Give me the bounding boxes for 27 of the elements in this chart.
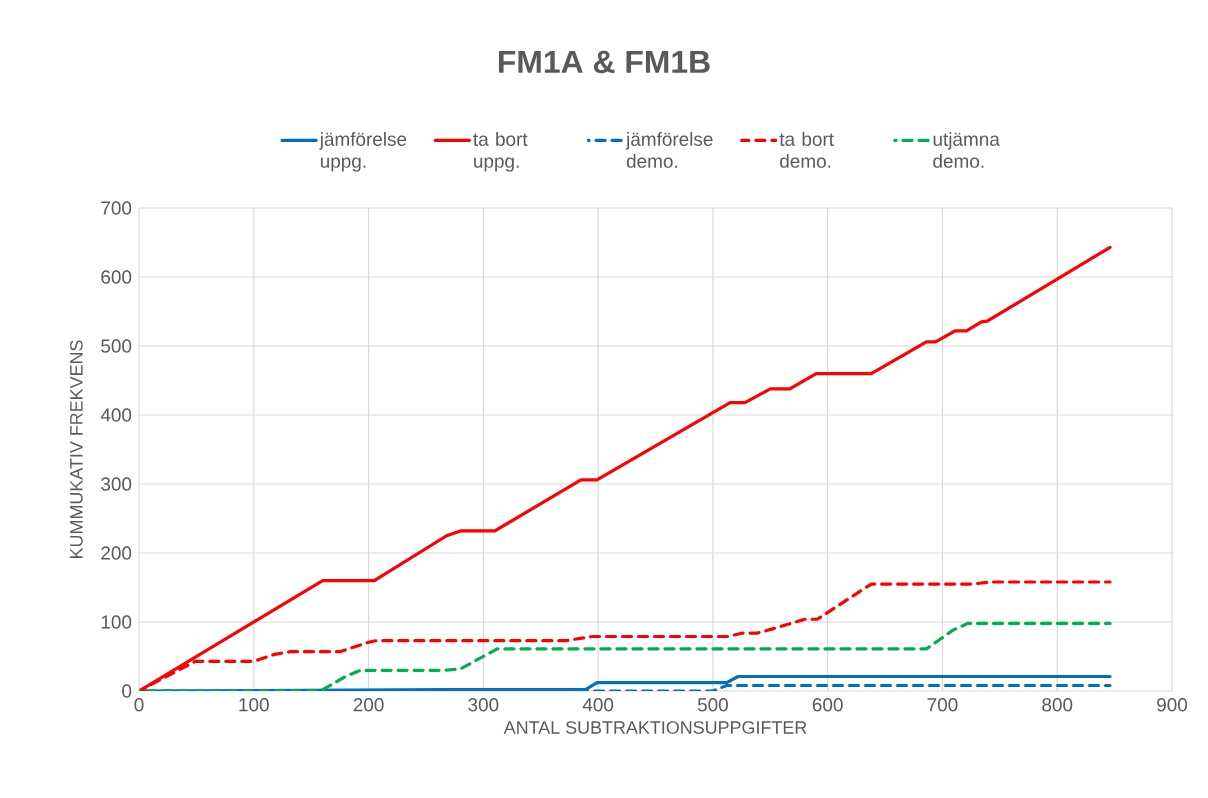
x-tick-label: 200 [353,698,384,712]
y-tick-label: 700 [101,201,132,215]
x-tick-label: 600 [812,698,843,712]
line-series [139,621,1112,691]
y-tick-label: 400 [100,408,132,422]
x-axis-title: ANTAL SUBTRAKTIONSUPPGIFTER [503,721,807,734]
legend-label: jämförelse uppg. [319,132,407,172]
legend-label: ta bort uppg. [473,132,528,172]
x-tick-label: 500 [697,698,728,712]
legend-label: ta bort demo. [779,132,834,168]
legend-label: utjämna demo. [933,132,1000,168]
legend-label: jämförelse demo. [625,132,713,168]
y-tick-label: 600 [101,270,132,284]
x-tick-label: 400 [582,698,614,712]
x-tick-label: 300 [468,698,499,712]
y-axis-title: KUMMUKATIV FREKVENS [70,340,83,558]
x-tick-label: 900 [1157,698,1188,712]
x-tick-label: 800 [1042,698,1073,712]
chart-title: FM1A & FM1B [498,50,710,74]
y-tick-label: 500 [101,339,132,353]
y-tick-label: 300 [101,477,132,491]
x-tick-label: 100 [239,698,269,712]
x-tick-label: 700 [927,698,958,712]
y-tick-label: 100 [101,615,132,629]
x-tick-label: 0 [134,698,144,712]
y-tick-label: 200 [101,546,132,560]
y-tick-label: 0 [122,684,132,698]
